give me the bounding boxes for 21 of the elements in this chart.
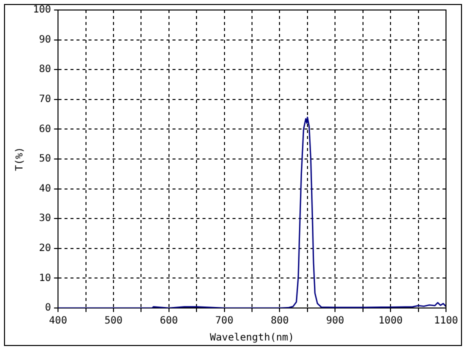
y-tick-label: 0 — [45, 302, 52, 314]
x-tick-label: 800 — [270, 316, 289, 327]
x-tick-label: 900 — [326, 316, 344, 327]
x-tick-label: 700 — [215, 316, 234, 327]
x-tick-label: 1100 — [434, 316, 458, 327]
y-tick-label: 10 — [39, 272, 52, 284]
x-tick-label: 600 — [160, 316, 178, 327]
y-tick-label: 30 — [39, 213, 52, 224]
x-axis-title: Wavelength(nm) — [210, 332, 294, 344]
y-tick-label: 80 — [39, 64, 52, 76]
x-tick-label: 1000 — [378, 316, 403, 327]
y-tick-label: 50 — [39, 154, 52, 165]
y-tick-label: 60 — [39, 124, 52, 135]
y-tick-label: 20 — [39, 242, 52, 254]
y-tick-label: 40 — [39, 183, 52, 194]
y-tick-label: 70 — [39, 94, 52, 105]
y-tick-label: 100 — [33, 4, 52, 16]
x-tick-label: 500 — [104, 316, 123, 327]
x-tick-label: 400 — [49, 316, 68, 327]
y-axis-title: T(%) — [14, 146, 26, 172]
y-tick-label: 90 — [39, 34, 52, 46]
